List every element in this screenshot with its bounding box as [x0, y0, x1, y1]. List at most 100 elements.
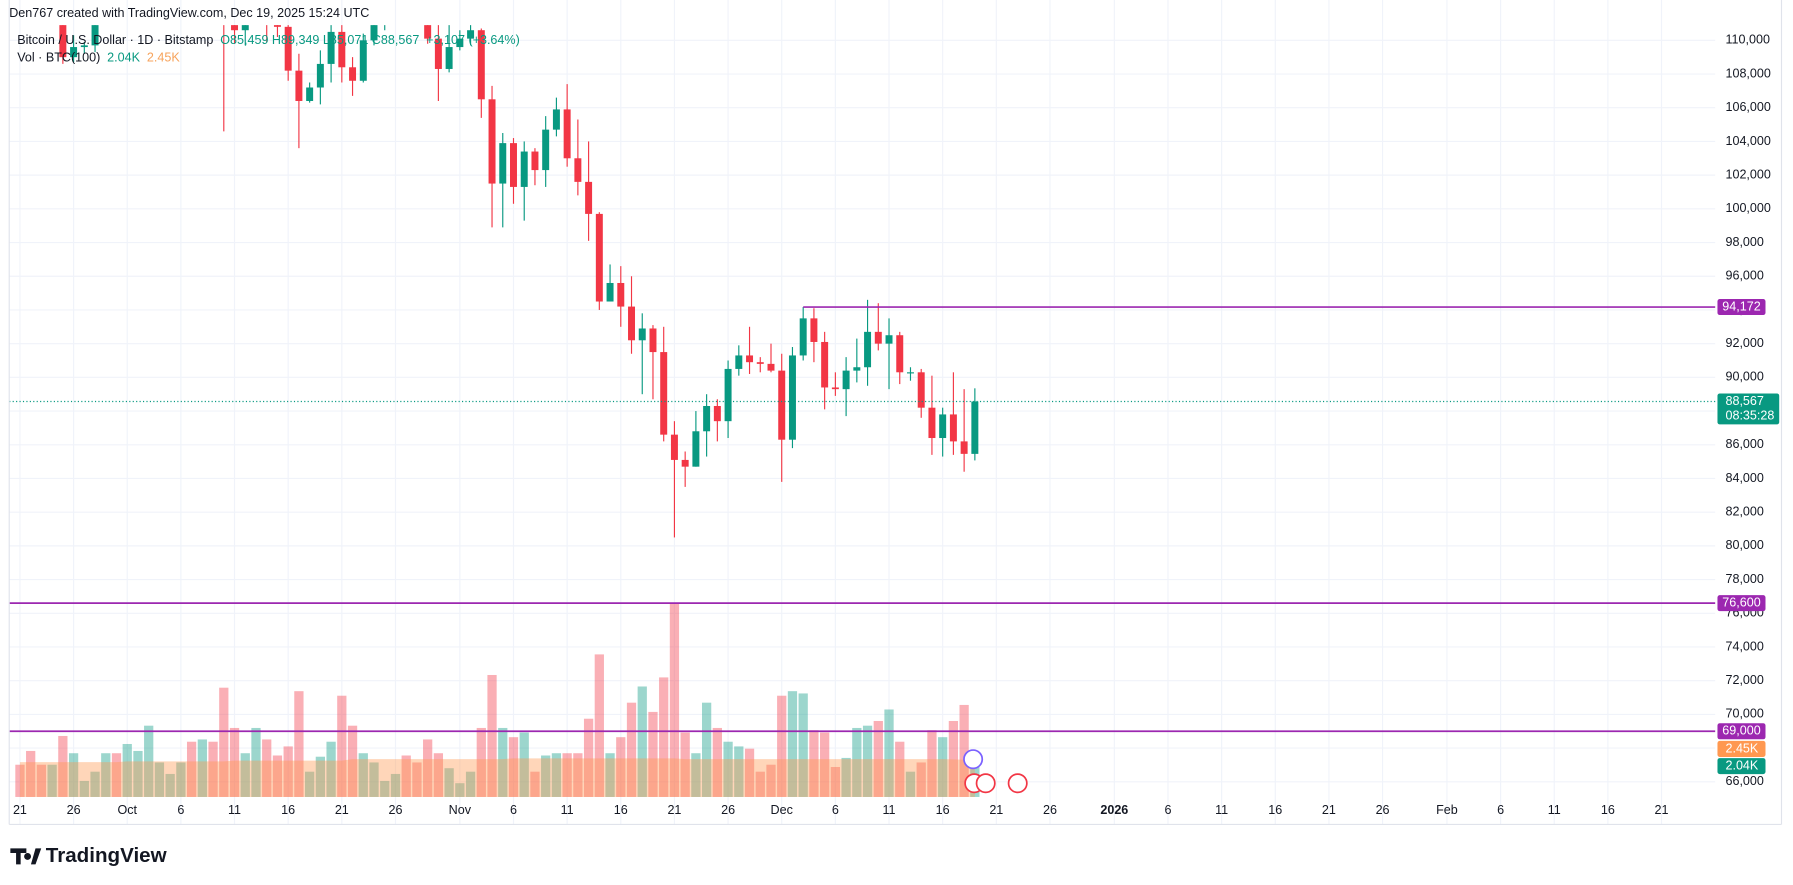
volume-value: 2.04K — [107, 51, 140, 65]
candle-body — [831, 387, 839, 390]
candle-body — [499, 143, 507, 184]
volume-bar — [648, 711, 658, 797]
x-tick-label: 26 — [388, 803, 402, 817]
volume-bar — [186, 741, 197, 797]
candle-body — [316, 63, 324, 88]
candle-body — [241, 25, 249, 31]
volume-bar — [262, 739, 272, 797]
x-tick-label: 21 — [989, 803, 1003, 817]
volume-tag — [1717, 758, 1766, 775]
candle-body — [681, 459, 689, 467]
y-tick-label: 70,000 — [1725, 707, 1763, 721]
icon — [975, 773, 996, 794]
x-tick-label: 26 — [67, 803, 81, 817]
y-tick-label: 66,000 — [1725, 774, 1763, 788]
volume-bar — [58, 735, 68, 797]
volume-bar — [723, 741, 733, 797]
volume-bar — [519, 732, 529, 797]
candle-body — [896, 335, 904, 373]
candle-body — [756, 362, 764, 364]
y-tick-label: 82,000 — [1725, 504, 1763, 518]
candle-body — [617, 282, 625, 307]
x-tick-label: 6 — [177, 803, 184, 817]
level-label: 69,000 — [1722, 724, 1760, 738]
countdown: 08:35:28 — [1725, 409, 1774, 423]
candle-body — [917, 372, 925, 408]
volume-bar — [294, 691, 304, 797]
candle-body — [231, 25, 239, 31]
candle-body — [853, 367, 861, 371]
volume-bar — [401, 755, 411, 797]
volume-bar — [508, 737, 519, 797]
volume-ma-tag-label: 2.45K — [1725, 741, 1758, 755]
volume-bar — [938, 737, 948, 797]
volume-legend: Vol · BTC(100) 2.04K 2.45K — [17, 51, 180, 65]
candle-body — [928, 407, 936, 439]
volume-bar — [154, 762, 165, 797]
candle-body — [638, 328, 646, 341]
candle-body — [606, 282, 614, 302]
volume-bar — [701, 702, 712, 797]
candle-body — [456, 38, 464, 48]
level-tag — [1717, 299, 1766, 316]
logo: TradingView — [46, 844, 168, 867]
volume-bar — [390, 773, 401, 797]
y-tick-label: 98,000 — [1725, 235, 1763, 249]
volume-bar — [455, 783, 465, 797]
volume-bar — [326, 741, 336, 797]
volume-ma-area — [19, 758, 975, 797]
last-price-label: 88,567 — [1725, 394, 1763, 408]
candle-body — [70, 47, 78, 58]
volume-bar — [691, 753, 701, 797]
volume-bar — [122, 743, 132, 797]
candle-body — [542, 129, 550, 171]
y-tick-label: 102,000 — [1725, 167, 1770, 181]
candle-body — [284, 26, 292, 71]
volume-bar — [15, 764, 25, 797]
y-tick-label: 106,000 — [1725, 100, 1770, 114]
volume-bar — [927, 730, 937, 797]
candle-body — [949, 414, 957, 442]
icon — [1007, 773, 1028, 794]
candle-body — [349, 67, 357, 81]
volume-bar — [959, 704, 969, 797]
volume-bar — [79, 780, 89, 797]
x-tick-label: 26 — [1376, 803, 1390, 817]
y-tick-label: 72,000 — [1725, 673, 1763, 687]
volume-bar — [777, 695, 787, 797]
y-tick-label: 100,000 — [1725, 201, 1770, 215]
volume-bar — [144, 725, 154, 797]
volume-bar — [605, 753, 615, 797]
candle-body — [628, 306, 636, 341]
x-tick-label: 21 — [667, 803, 681, 817]
candle-body — [574, 158, 582, 182]
volume-bar — [369, 762, 379, 797]
volume-bar — [873, 720, 883, 797]
volume-bar — [176, 762, 186, 797]
volume-bar — [68, 753, 79, 797]
volume-bar — [659, 677, 669, 797]
volume-bar — [905, 771, 916, 797]
x-tick-label: 2026 — [1100, 803, 1128, 817]
grid — [9, 0, 1716, 825]
volume-bar — [36, 764, 47, 797]
candle-body — [767, 363, 775, 371]
volume-bar — [272, 755, 283, 797]
candle-body — [799, 318, 807, 356]
volume-bar — [197, 739, 207, 797]
candle-body — [477, 30, 485, 100]
candle-body — [971, 401, 979, 454]
volume-bar — [787, 691, 798, 797]
volume-bar — [487, 674, 497, 797]
x-tick-label: 6 — [1164, 803, 1171, 817]
volume-bar — [219, 687, 229, 797]
volume-bar — [315, 756, 325, 797]
volume-bar — [573, 753, 583, 797]
candle-body — [59, 25, 67, 58]
y-tick-label: 108,000 — [1725, 66, 1770, 80]
candle-body — [359, 40, 367, 81]
volume-bar — [562, 753, 572, 797]
candle-body — [939, 414, 947, 439]
y-tick-label: 86,000 — [1725, 437, 1763, 451]
